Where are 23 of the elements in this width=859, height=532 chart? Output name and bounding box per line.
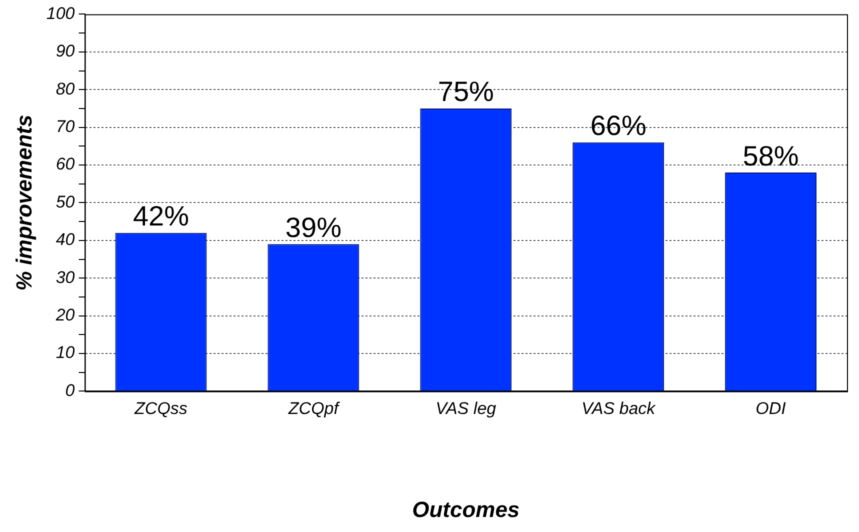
- x-tick-label: VAS back: [581, 399, 657, 418]
- x-tick-label: ZCQpf: [287, 399, 341, 418]
- data-label: 39%: [285, 212, 342, 243]
- y-tick-label: 0: [65, 380, 76, 400]
- y-tick-label: 80: [56, 79, 76, 98]
- y-tick-label: 70: [56, 117, 76, 136]
- x-axis-title: Outcomes: [412, 496, 520, 522]
- y-axis-title: % improvements: [11, 114, 36, 291]
- y-tick-label: 50: [56, 192, 76, 212]
- y-tick-label: 60: [56, 154, 76, 174]
- y-tick-label: 30: [56, 268, 76, 287]
- y-tick-label: 100: [46, 4, 76, 23]
- y-tick-label: 90: [56, 42, 76, 61]
- y-tick-label: 10: [56, 343, 76, 362]
- data-label: 66%: [590, 110, 646, 142]
- data-label: 42%: [132, 200, 190, 232]
- x-tick-label: VAS leg: [436, 399, 497, 418]
- data-label: 58%: [742, 140, 799, 172]
- data-label: 75%: [438, 76, 494, 108]
- y-tick-label: 40: [56, 230, 76, 250]
- x-tick-label: ODI: [756, 399, 786, 418]
- y-tick-label: 20: [54, 306, 76, 325]
- x-tick-label: ZCQss: [134, 399, 188, 418]
